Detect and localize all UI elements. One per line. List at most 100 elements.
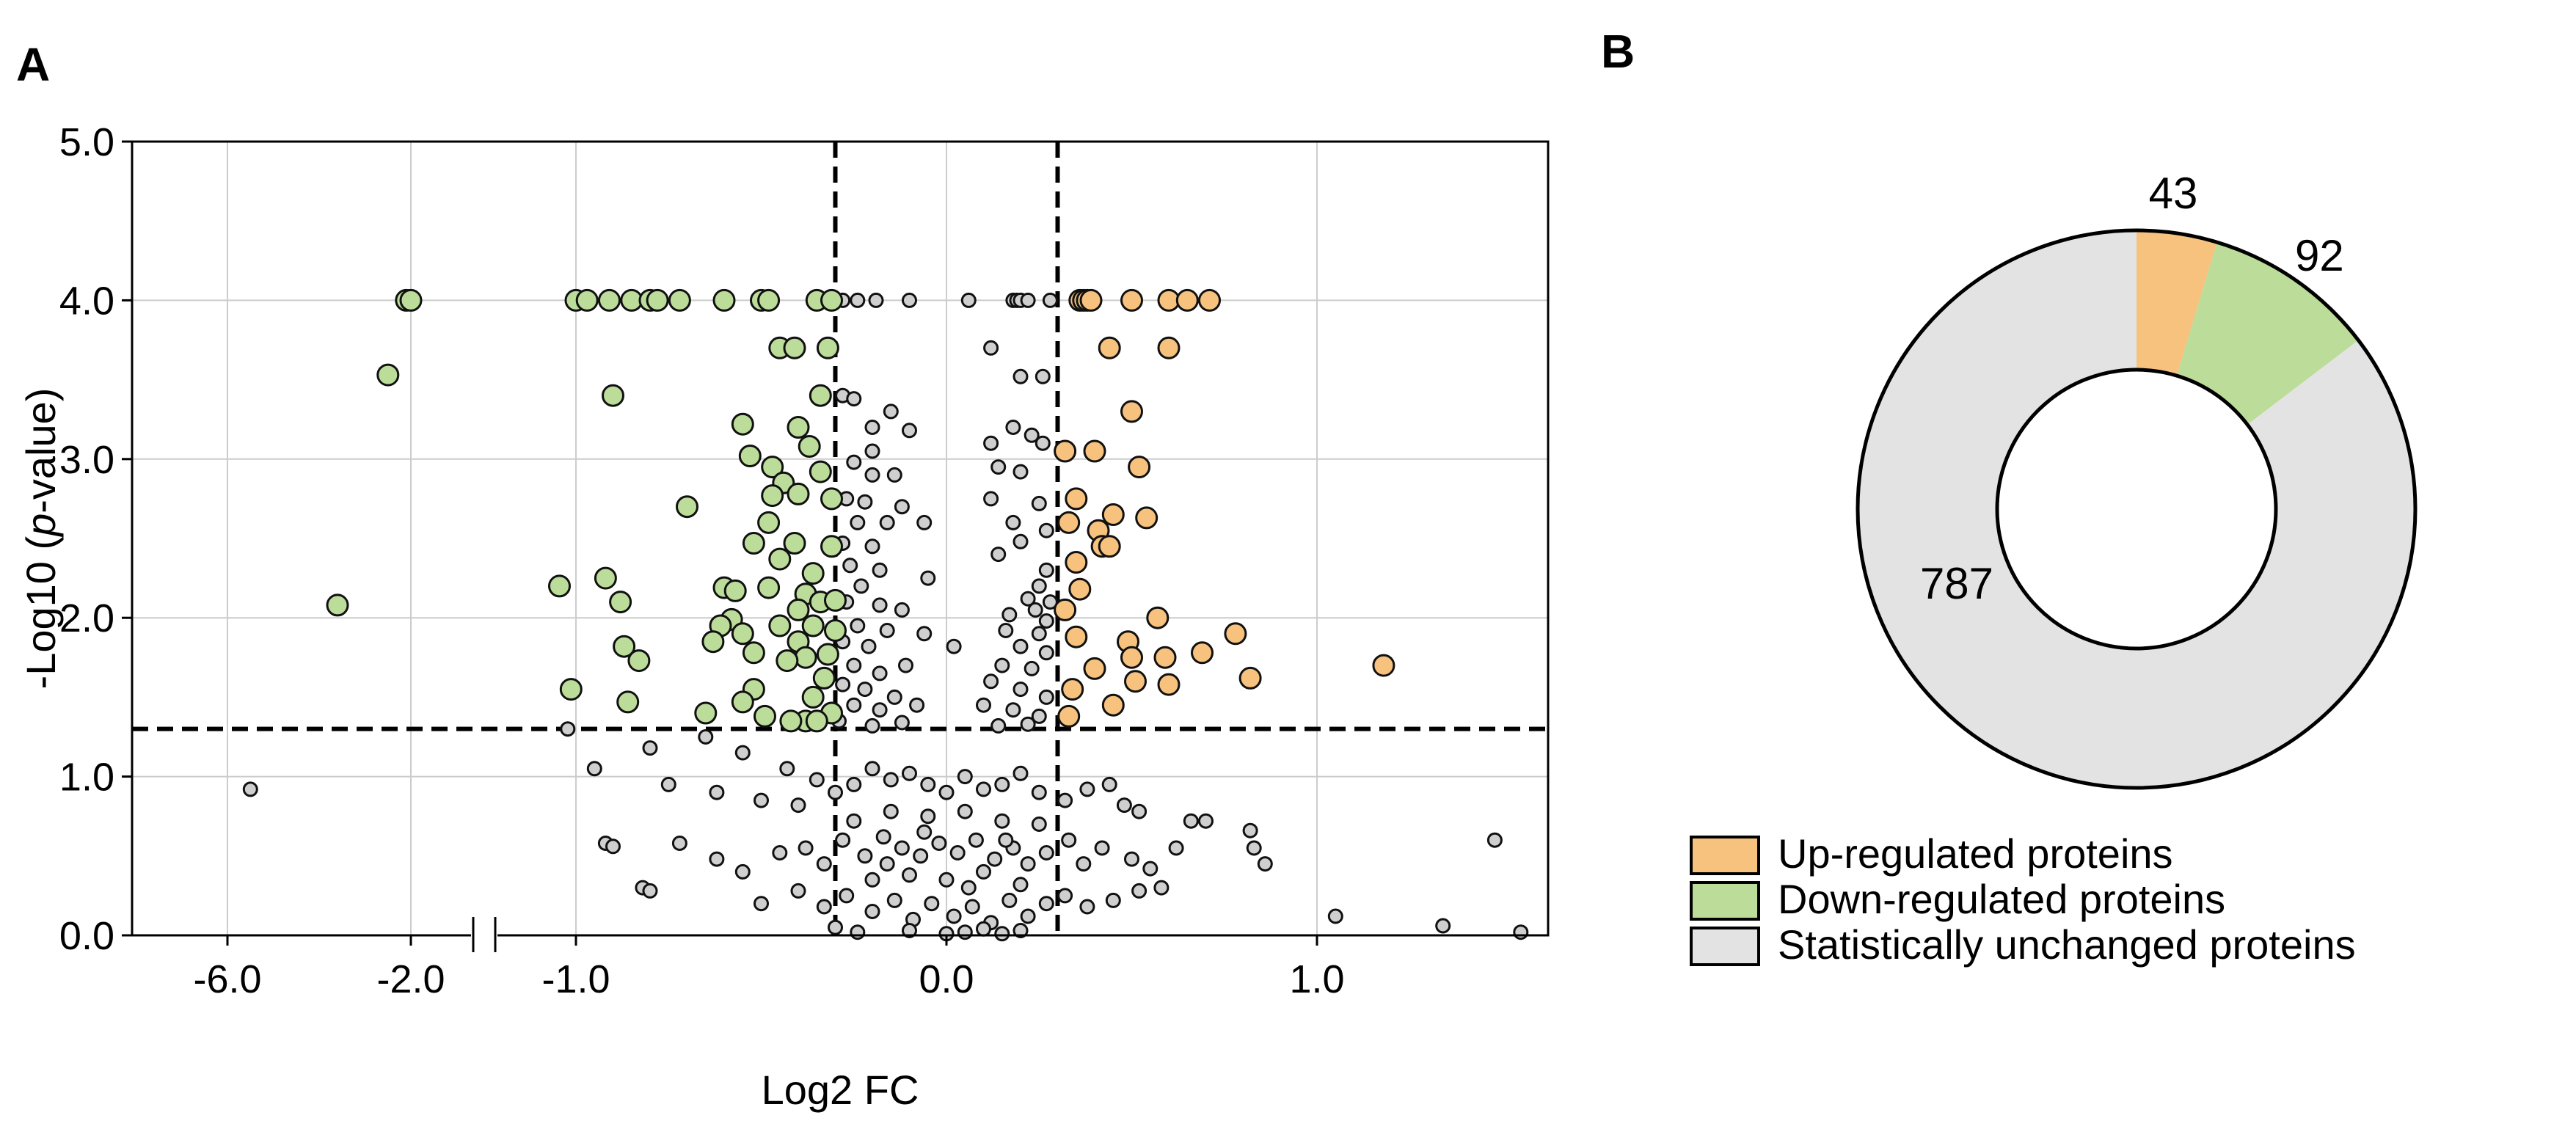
down-regulated-point xyxy=(812,666,836,690)
down-regulated-point xyxy=(376,363,400,387)
down-regulated-point xyxy=(824,619,847,642)
y-tick-label: 1.0 xyxy=(59,756,114,800)
unchanged-point xyxy=(931,836,947,851)
unchanged-point xyxy=(1142,861,1159,877)
unchanged-point xyxy=(242,781,258,797)
up-regulated-point xyxy=(1083,657,1106,680)
up-regulated-point xyxy=(1146,606,1170,629)
unchanged-point xyxy=(846,391,862,407)
unchanged-point xyxy=(964,899,980,915)
unchanged-point xyxy=(902,923,917,938)
down-regulated-point xyxy=(776,649,799,673)
up-regulated-point xyxy=(1101,693,1125,717)
down-regulated-point xyxy=(757,576,781,599)
legend-item: Down-regulated proteins xyxy=(1690,876,2225,922)
down-regulated-point xyxy=(575,288,599,312)
unchanged-point xyxy=(913,848,929,864)
unchanged-point xyxy=(1094,840,1110,856)
up-regulated-point xyxy=(1198,288,1221,312)
unchanged-point xyxy=(660,776,676,792)
up-regulated-point xyxy=(1065,551,1088,574)
y-tick-label: 0.0 xyxy=(59,914,114,958)
down-regulated-point xyxy=(779,709,803,733)
unchanged-point xyxy=(850,292,866,308)
unchanged-point xyxy=(850,618,866,634)
unchanged-point xyxy=(864,761,880,777)
unchanged-point xyxy=(1038,845,1054,861)
unchanged-point xyxy=(998,832,1014,848)
data-points xyxy=(242,288,1529,942)
x-tick-label: 1.0 xyxy=(1289,957,1344,1001)
unchanged-point xyxy=(839,888,855,904)
unchanged-point xyxy=(998,623,1014,638)
unchanged-point xyxy=(846,454,862,470)
volcano-plot: 0.0 1.0 2.0 3.0 4.0 5.0 -6.0 -2.0 -1.0 0.0 1.0 Lo… xyxy=(18,120,1550,1113)
legend-swatch xyxy=(1690,836,1760,875)
donut-slice-up xyxy=(2137,230,2217,376)
unchanged-point xyxy=(994,776,1010,792)
unchanged-point xyxy=(920,776,936,792)
up-regulated-point xyxy=(1191,641,1214,665)
donut-label-unchanged: 787 xyxy=(1920,559,1993,608)
up-regulated-point xyxy=(1079,288,1103,312)
unchanged-point xyxy=(902,292,917,308)
up-regulated-point xyxy=(1128,456,1151,479)
unchanged-point xyxy=(875,829,891,845)
unchanged-point xyxy=(909,697,925,713)
y-tick-label: 4.0 xyxy=(59,279,114,323)
y-ticks: 0.0 1.0 2.0 3.0 4.0 5.0 xyxy=(59,120,132,958)
down-regulated-point xyxy=(805,709,828,733)
unchanged-point xyxy=(1116,797,1132,814)
unchanged-point xyxy=(886,689,902,705)
unchanged-point xyxy=(560,721,576,737)
unchanged-point xyxy=(1005,420,1021,435)
unchanged-point xyxy=(916,824,933,840)
unchanged-point xyxy=(842,558,858,574)
up-regulated-point xyxy=(1057,704,1081,728)
unchanged-point xyxy=(1012,877,1029,893)
unchanged-point xyxy=(924,896,940,912)
unchanged-point xyxy=(1042,594,1058,610)
down-regulated-point xyxy=(609,591,632,614)
unchanged-point xyxy=(938,872,955,888)
unchanged-point xyxy=(1012,682,1029,698)
donut-slice-unchanged xyxy=(1858,230,2415,788)
unchanged-point xyxy=(1038,645,1054,661)
unchanged-point xyxy=(872,702,888,718)
unchanged-point xyxy=(1024,660,1040,676)
x-tick-label: 0.0 xyxy=(919,957,974,1001)
x-tick-label: -6.0 xyxy=(193,957,261,1001)
down-regulated-point xyxy=(820,288,843,312)
unchanged-point xyxy=(709,784,725,800)
unchanged-point xyxy=(1486,832,1503,848)
unchanged-point xyxy=(1042,292,1058,308)
down-regulated-point xyxy=(761,456,784,479)
down-regulated-point xyxy=(326,593,349,617)
unchanged-point xyxy=(1005,702,1021,718)
down-regulated-point xyxy=(712,288,736,312)
unchanged-point xyxy=(983,491,999,507)
unchanged-point xyxy=(902,423,917,439)
donut-hole xyxy=(1995,368,2278,651)
up-regulated-point xyxy=(1175,288,1199,312)
unchanged-point xyxy=(850,924,866,940)
unchanged-point xyxy=(994,657,1010,673)
down-regulated-point xyxy=(794,646,817,669)
unchanged-point xyxy=(1012,638,1029,654)
up-regulated-point xyxy=(1098,535,1121,558)
unchanged-point xyxy=(1020,716,1036,732)
down-regulated-point xyxy=(694,701,718,725)
axis-break-gap xyxy=(471,917,497,954)
legend-swatch xyxy=(1690,927,1760,966)
unchanged-point xyxy=(734,863,751,880)
unchanged-point xyxy=(864,443,880,459)
y-tick-label: 5.0 xyxy=(59,120,114,164)
unchanged-point xyxy=(1020,908,1036,924)
up-regulated-point xyxy=(1068,577,1092,601)
down-regulated-point xyxy=(809,384,832,407)
y-axis-title-suffix: -value) xyxy=(18,388,64,514)
unchanged-point xyxy=(938,784,955,800)
unchanged-point xyxy=(779,761,795,777)
unchanged-point xyxy=(709,851,725,867)
unchanged-point xyxy=(864,467,880,483)
